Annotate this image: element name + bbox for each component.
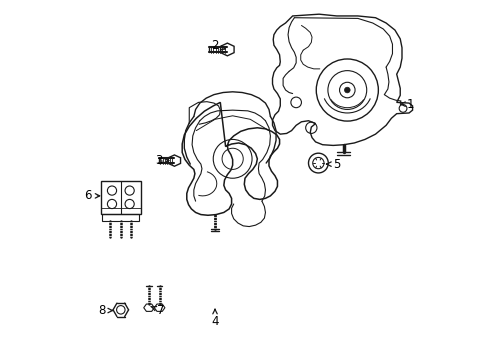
Text: 3: 3 xyxy=(155,154,169,167)
Text: 5: 5 xyxy=(327,158,341,171)
Text: 7: 7 xyxy=(151,304,164,317)
Text: 4: 4 xyxy=(211,309,219,328)
Text: 1: 1 xyxy=(400,98,414,111)
Text: 8: 8 xyxy=(98,304,112,317)
Text: 2: 2 xyxy=(211,40,225,53)
Text: 6: 6 xyxy=(84,189,99,202)
Circle shape xyxy=(344,87,350,93)
